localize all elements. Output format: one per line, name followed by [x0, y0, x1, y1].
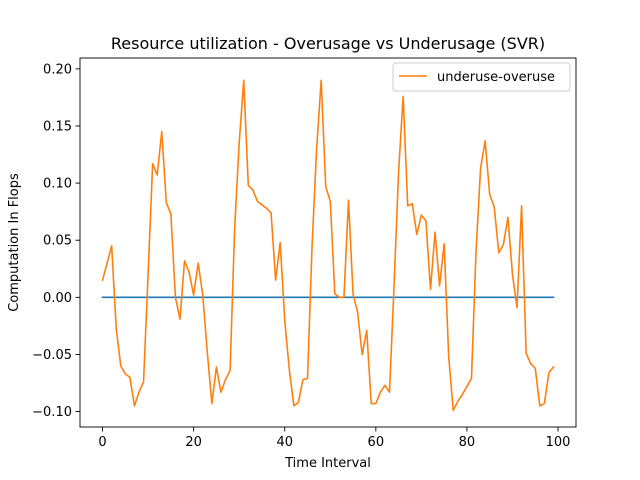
series-layer [101, 79, 555, 412]
x-tick-label: 80 [459, 435, 476, 450]
underuse-overuse-series-line [101, 79, 555, 412]
y-tick-label: 0.10 [43, 177, 72, 192]
chart-title: Resource utilization - Overusage vs Unde… [111, 34, 545, 53]
plot-area [79, 57, 577, 428]
y-axis-title: Computation In Flops [7, 173, 22, 312]
y-tick-label: 0.05 [43, 234, 72, 249]
y-tick-label: −0.10 [32, 405, 72, 420]
x-tick-label: 60 [368, 435, 385, 450]
axes-frame [79, 57, 577, 428]
x-tick-label: 0 [98, 435, 106, 450]
legend-label-underuse-overuse: underuse-overuse [437, 70, 555, 85]
axes-spines [79, 57, 577, 428]
x-tick-label: 100 [546, 435, 571, 450]
plot-background [80, 58, 576, 427]
y-axis: −0.10 −0.05 0.00 0.05 0.10 0.15 0.20 [32, 62, 80, 420]
x-axis: 0 20 40 60 80 100 [98, 427, 570, 450]
y-tick-label: −0.05 [32, 348, 72, 363]
y-tick-label: 0.20 [43, 62, 72, 77]
y-tick-label: 0.15 [43, 119, 72, 134]
x-tick-label: 40 [276, 435, 293, 450]
y-tick-label: 0.00 [43, 291, 72, 306]
legend: underuse-overuse [392, 62, 571, 92]
legend-box [392, 62, 571, 92]
x-axis-title: Time Interval [284, 456, 371, 471]
x-tick-label: 20 [185, 435, 202, 450]
